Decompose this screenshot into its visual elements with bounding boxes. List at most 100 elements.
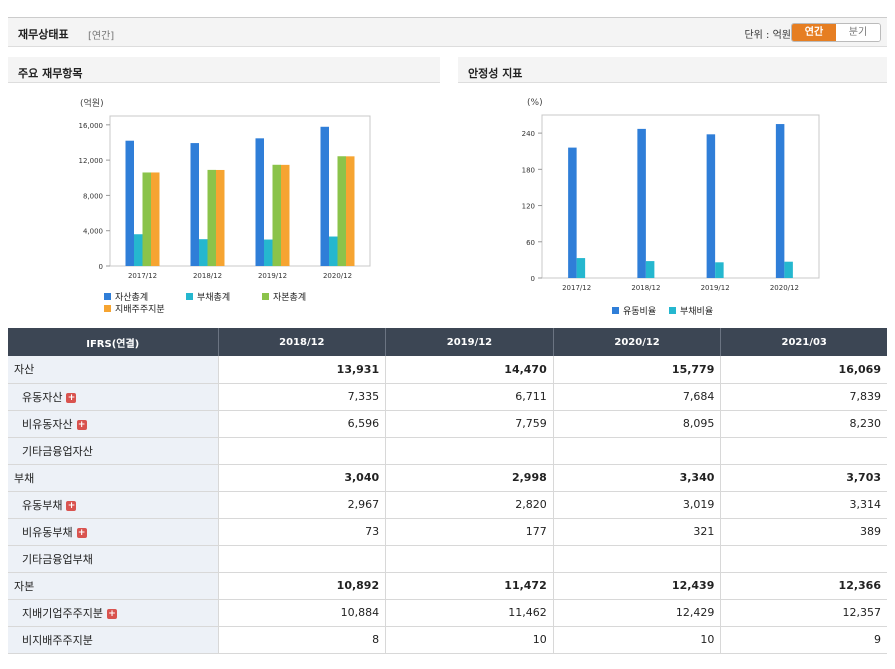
y-tick-label: 4,000	[83, 228, 103, 236]
row-label-cell: 유동부채 +	[8, 491, 219, 519]
table-cell: 8,095	[553, 410, 722, 438]
row-label-cell: 지배기업주주지분 +	[8, 599, 219, 627]
panel-title-main-items: 주요 재무항목	[18, 67, 83, 80]
row-label: 지배기업주주지분	[22, 606, 103, 620]
y-tick-label: 0	[99, 263, 103, 271]
legend-label: 지배주주지분	[115, 304, 165, 315]
expand-plus-icon[interactable]: +	[106, 608, 117, 619]
bar-부채비율	[784, 261, 793, 278]
header-bar: 재무상태표 [연간] 단위 : 억원 연간 분기	[8, 17, 887, 47]
table-cell: 11,472	[385, 572, 554, 600]
expand-plus-icon[interactable]: +	[66, 392, 77, 403]
table-cell: 10	[385, 626, 554, 654]
table-cell: 8,230	[720, 410, 887, 438]
y-tick-label: 0	[531, 275, 535, 283]
legend-swatch	[104, 293, 111, 300]
table-header-2021: 2021/03	[720, 328, 887, 356]
bar-지배주주지분	[281, 164, 290, 266]
y-axis-label: (억원)	[80, 97, 104, 109]
table-cell: 10,884	[218, 599, 387, 627]
bar-자본총계	[207, 169, 216, 266]
table-cell: 13,931	[218, 356, 387, 384]
bar-유동비율	[568, 147, 577, 278]
table-cell: 389	[720, 518, 887, 546]
table-cell: 3,314	[720, 491, 887, 519]
y-tick-label: 60	[526, 239, 535, 247]
x-tick-label: 2020/12	[323, 272, 352, 280]
table-cell: 3,040	[218, 464, 387, 492]
table-row: 지배기업주주지분 +10,884 11,462 12,429 12,357	[8, 599, 887, 627]
table-cell: 3,019	[553, 491, 722, 519]
table-cell: 14,470	[385, 356, 554, 384]
balance-sheet-table: IFRS(연결) 2018/12 2019/12 2020/12 2021/03…	[8, 328, 887, 654]
bar-유동비율	[637, 128, 646, 278]
table-cell: 73	[218, 518, 387, 546]
bar-지배주주지분	[346, 156, 355, 266]
table-cell: 10,892	[218, 572, 387, 600]
y-axis-label: (%)	[527, 98, 543, 108]
toggle-quarter-button[interactable]: 분기	[836, 24, 880, 41]
y-tick-label: 240	[522, 130, 535, 138]
table-cell: 2,998	[385, 464, 554, 492]
y-tick-label: 12,000	[79, 157, 104, 165]
table-cell: 6,711	[385, 383, 554, 411]
divider	[8, 82, 440, 83]
table-cell: 12,439	[553, 572, 722, 600]
legend-swatch	[186, 293, 193, 300]
legend-swatch	[669, 307, 676, 314]
bar-자본총계	[272, 164, 281, 266]
row-label-cell: 유동자산 +	[8, 383, 219, 411]
expand-plus-icon[interactable]: +	[76, 419, 87, 430]
main-items-panel: 주요 재무항목 (억원) 0 4,000 8,000 12,000 16,000 2017/…	[8, 57, 440, 325]
legend-label: 자산총계	[115, 291, 148, 303]
row-label: 비지배주주지분	[22, 633, 93, 647]
x-tick-label: 2018/12	[193, 272, 222, 280]
expand-plus-icon[interactable]: +	[66, 500, 77, 511]
legend-swatch	[612, 307, 619, 314]
table-cell: 12,366	[720, 572, 887, 600]
table-cell: 7,335	[218, 383, 387, 411]
legend-label: 유동비율	[623, 306, 656, 317]
bar-부채비율	[645, 261, 655, 278]
table-row: 기타금융업부채	[8, 545, 887, 573]
table-cell: 7,759	[385, 410, 554, 438]
toggle-annual-button[interactable]: 연간	[792, 24, 836, 41]
row-label: 기타금융업자산	[22, 444, 93, 458]
stability-panel: 안정성 지표 (%) 0 60 120 180 240 2017/12 2018/12 2019…	[458, 57, 887, 325]
y-tick-label: 8,000	[83, 192, 103, 200]
divider	[458, 82, 887, 83]
row-label-cell: 자본	[8, 572, 219, 600]
table-header-2019: 2019/12	[385, 328, 554, 356]
table-cell: 2,967	[218, 491, 387, 519]
table-row: 부채 3,040 2,998 3,340 3,703	[8, 464, 887, 492]
table-cell: 7,684	[553, 383, 722, 411]
row-label-cell: 기타금융업부채	[8, 545, 219, 573]
expand-plus-icon[interactable]: +	[76, 527, 87, 538]
x-tick-label: 2018/12	[631, 284, 660, 292]
table-row: 자산 13,931 14,470 15,779 16,069	[8, 356, 887, 384]
bar-자산총계	[125, 140, 134, 266]
table-cell: 11,462	[385, 599, 554, 627]
row-label-cell: 비유동부채 +	[8, 518, 219, 546]
bar-자산총계	[320, 126, 329, 266]
table-cell: 12,357	[720, 599, 887, 627]
table-cell: 6,596	[218, 410, 387, 438]
table-header-ifrs: IFRS(연결)	[8, 328, 219, 356]
legend-label: 부채비율	[680, 306, 713, 317]
bar-부채총계	[329, 236, 338, 266]
bar-지배주주지분	[151, 172, 160, 266]
table-row: 비유동자산 +6,596 7,759 8,095 8,230	[8, 410, 887, 438]
table-header-2020: 2020/12	[553, 328, 722, 356]
table-header-row: IFRS(연결) 2018/12 2019/12 2020/12 2021/03	[8, 328, 887, 356]
table-row: 유동자산 +7,335 6,711 7,684 7,839	[8, 383, 887, 411]
table-cell: 321	[553, 518, 722, 546]
legend-swatch	[104, 305, 111, 312]
row-label: 자본	[14, 579, 35, 593]
row-label: 부채	[14, 471, 35, 485]
row-label: 자산	[14, 363, 35, 377]
panel-title-stability: 안정성 지표	[468, 67, 523, 80]
bar-자산총계	[255, 138, 264, 266]
x-tick-label: 2019/12	[701, 284, 730, 292]
y-tick-label: 16,000	[79, 122, 104, 130]
y-tick-label: 180	[522, 166, 535, 174]
